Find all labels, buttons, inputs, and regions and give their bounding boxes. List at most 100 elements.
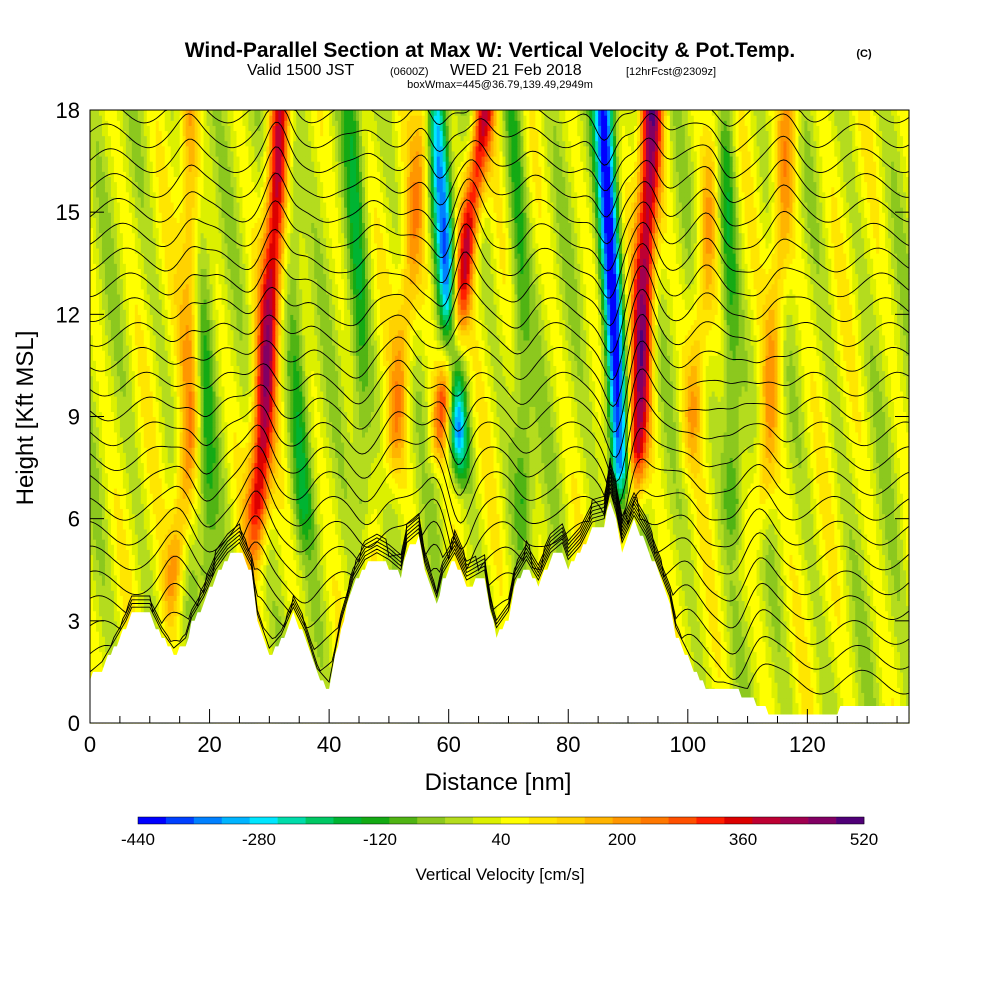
velocity-cell [777, 671, 782, 678]
velocity-cell [795, 666, 800, 673]
velocity-cell [900, 666, 904, 673]
velocity-cell [807, 697, 811, 704]
velocity-cell [837, 702, 841, 709]
velocity-cell [837, 692, 841, 699]
velocity-cell [762, 671, 767, 678]
velocity-cell [774, 656, 779, 663]
velocity-cell [771, 702, 776, 709]
velocity-cell [753, 687, 758, 693]
velocity-cell [711, 682, 716, 688]
velocity-cell [771, 666, 776, 673]
velocity-cell [795, 697, 800, 704]
velocity-cell [789, 656, 794, 663]
velocity-cell [873, 692, 877, 699]
velocity-cell [858, 671, 862, 678]
velocity-cell [879, 702, 883, 709]
velocity-cell [702, 677, 707, 683]
velocity-cell [816, 671, 820, 678]
velocity-cell [873, 682, 877, 688]
velocity-cell [876, 671, 880, 678]
velocity-cell [882, 692, 886, 699]
velocity-cell [759, 687, 764, 693]
velocity-cell [783, 671, 788, 678]
velocity-cell [714, 682, 719, 688]
velocity-cell [837, 682, 841, 688]
velocity-cell [849, 682, 853, 688]
velocity-cell [729, 671, 734, 678]
velocity-cell [795, 656, 800, 663]
velocity-cell [873, 661, 877, 668]
velocity-cell [771, 682, 776, 688]
velocity-cell [738, 687, 743, 693]
velocity-cell [780, 682, 785, 688]
velocity-cell [762, 692, 767, 699]
velocity-cell [858, 687, 862, 693]
velocity-cell [846, 677, 850, 683]
velocity-cell [750, 656, 755, 663]
velocity-cell [756, 682, 761, 688]
velocity-cell [885, 697, 889, 704]
velocity-cell [798, 677, 802, 683]
velocity-cell [762, 656, 767, 663]
velocity-cell [852, 702, 856, 709]
velocity-cell [714, 661, 719, 668]
velocity-cell [888, 661, 892, 668]
velocity-cell [90, 666, 94, 673]
velocity-cell [762, 702, 767, 709]
velocity-cell [774, 702, 779, 709]
velocity-cell [798, 661, 802, 668]
velocity-cell [819, 671, 823, 678]
velocity-cell [732, 656, 737, 663]
velocity-cell [789, 661, 794, 668]
velocity-cell [888, 666, 892, 673]
velocity-cell [777, 677, 782, 683]
velocity-cell [98, 666, 103, 673]
velocity-cell [777, 692, 782, 699]
velocity-cell [753, 682, 758, 688]
velocity-cell [816, 677, 820, 683]
velocity-cell [771, 697, 776, 704]
velocity-cell [852, 687, 856, 693]
velocity-cell [711, 671, 716, 678]
velocity-cell [822, 682, 826, 688]
velocity-cell [885, 677, 889, 683]
velocity-cell [801, 687, 805, 693]
velocity-cell [780, 697, 785, 704]
velocity-cell [753, 661, 758, 668]
velocity-cell [726, 656, 731, 663]
velocity-cell [798, 692, 802, 699]
velocity-cell [750, 677, 755, 683]
velocity-cell [903, 661, 907, 668]
velocity-cell [741, 692, 746, 699]
velocity-cell [792, 666, 797, 673]
velocity-cell [771, 661, 776, 668]
velocity-cell [699, 666, 704, 673]
velocity-cell [888, 692, 892, 699]
velocity-cell [786, 697, 791, 704]
velocity-cell [756, 656, 761, 663]
velocity-cell [843, 692, 847, 699]
velocity-cell [822, 702, 826, 709]
velocity-cell [900, 687, 904, 693]
velocity-cell [804, 702, 808, 709]
velocity-cell [798, 666, 802, 673]
velocity-cell [729, 682, 734, 688]
velocity-cell [717, 677, 722, 683]
velocity-cell [870, 666, 874, 673]
velocity-cell [92, 666, 97, 673]
velocity-cell [774, 707, 779, 714]
velocity-cell [894, 661, 898, 668]
velocity-cell [843, 666, 847, 673]
velocity-cell [900, 682, 904, 688]
velocity-cell [888, 671, 892, 678]
velocity-cell [831, 702, 835, 709]
velocity-cell [846, 692, 850, 699]
velocity-cell [858, 677, 862, 683]
velocity-cell [873, 671, 877, 678]
velocity-cell [810, 671, 814, 678]
velocity-cell [822, 697, 826, 704]
velocity-cell [759, 677, 764, 683]
velocity-cell [891, 697, 895, 704]
velocity-cell [741, 677, 746, 683]
velocity-cell [786, 692, 791, 699]
